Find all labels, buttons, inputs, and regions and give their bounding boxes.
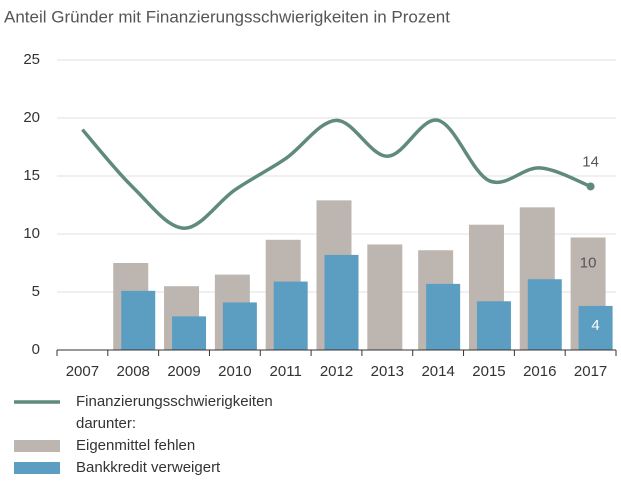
x-tick-label: 2010 bbox=[218, 363, 251, 380]
data-label: 14 bbox=[582, 153, 599, 170]
x-tick-label: 2007 bbox=[66, 363, 99, 380]
bar bbox=[324, 254, 359, 350]
legend-subheading: darunter: bbox=[76, 415, 136, 432]
bar bbox=[367, 244, 403, 350]
bar bbox=[172, 316, 207, 350]
legend-label: Bankkredit verweigert bbox=[76, 459, 221, 476]
x-tick-label: 2011 bbox=[270, 363, 302, 380]
legend-label: Eigenmittel fehlen bbox=[76, 437, 195, 454]
bar bbox=[527, 279, 562, 350]
data-label: 10 bbox=[580, 254, 597, 271]
line bbox=[81, 118, 592, 230]
y-tick-label: 5 bbox=[32, 283, 40, 300]
y-tick-label: 15 bbox=[23, 167, 40, 184]
x-tick-label: 2009 bbox=[167, 363, 200, 380]
bar bbox=[222, 302, 257, 350]
y-tick-label: 0 bbox=[32, 341, 40, 358]
legend-label: Finanzierungsschwierigkeiten bbox=[76, 393, 273, 410]
bar bbox=[273, 281, 308, 350]
bar bbox=[476, 301, 511, 350]
x-tick-label: 2016 bbox=[523, 363, 556, 380]
x-tick-label: 2015 bbox=[472, 363, 505, 380]
bar bbox=[121, 290, 156, 350]
y-tick-label: 10 bbox=[23, 225, 40, 242]
x-tick-label: 2008 bbox=[117, 363, 150, 380]
line-end-marker bbox=[586, 182, 595, 191]
x-tick-label: 2017 bbox=[574, 363, 607, 380]
y-tick-label: 20 bbox=[23, 109, 40, 126]
bar bbox=[578, 305, 613, 350]
x-tick-label: 2014 bbox=[421, 363, 454, 380]
y-tick-label: 25 bbox=[23, 51, 40, 68]
chart-title: Anteil Gründer mit Finanzierungsschwieri… bbox=[4, 7, 450, 26]
legend-swatch bbox=[14, 440, 60, 452]
x-tick-label: 2012 bbox=[320, 363, 353, 380]
data-label: 4 bbox=[591, 317, 599, 334]
bar bbox=[426, 283, 461, 350]
legend-swatch bbox=[14, 462, 60, 474]
x-tick-label: 2013 bbox=[371, 363, 404, 380]
